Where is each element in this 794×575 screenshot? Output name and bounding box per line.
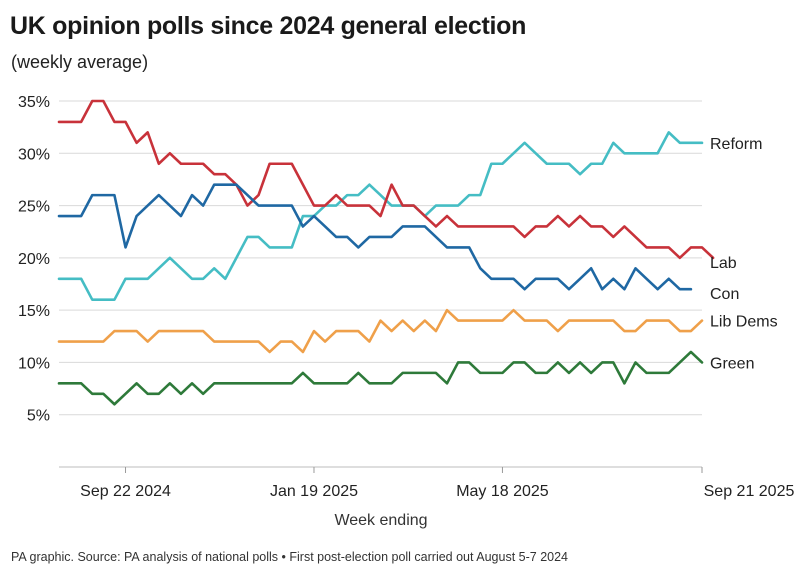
- x-axis-title: Week ending: [334, 512, 427, 529]
- x-axis: Sep 22 2024 Jan 19 2025 May 18 2025 Sep 21 …: [59, 466, 794, 500]
- series-label-reform: Reform: [710, 136, 762, 153]
- series-labels: Reform Lab Con Lib Dems Green: [710, 136, 778, 373]
- series-line-green: [57, 350, 704, 406]
- series-label-green: Green: [710, 355, 754, 372]
- series-line-reform: [57, 131, 704, 301]
- x-tick-label: Sep 21 2025: [704, 483, 794, 500]
- series-label-con: Con: [710, 286, 739, 303]
- series-lines: [57, 99, 715, 406]
- series-line-lib-dems: [57, 308, 704, 354]
- x-tick-label: Jan 19 2025: [270, 483, 358, 500]
- gridlines: [59, 100, 702, 416]
- x-tick-label: Sep 22 2024: [80, 483, 171, 500]
- series-line-lab: [57, 99, 715, 260]
- series-line-con: [57, 183, 693, 291]
- series-label-lab: Lab: [710, 255, 737, 272]
- chart-title: UK opinion polls since 2024 general elec…: [10, 12, 527, 40]
- chart-subtitle: (weekly average): [11, 52, 149, 72]
- y-axis-ticks: 5% 10% 15% 20% 25% 30% 35%: [18, 94, 50, 425]
- y-tick-label: 5%: [27, 408, 50, 425]
- y-tick-label: 15%: [18, 303, 50, 320]
- y-tick-label: 10%: [18, 355, 50, 372]
- y-tick-label: 25%: [18, 199, 50, 216]
- x-tick-label: May 18 2025: [456, 483, 549, 500]
- y-tick-label: 20%: [18, 251, 50, 268]
- source-footer: PA graphic. Source: PA analysis of natio…: [11, 550, 569, 564]
- series-label-lib-dems: Lib Dems: [710, 314, 778, 331]
- y-tick-label: 35%: [18, 94, 50, 111]
- y-tick-label: 30%: [18, 146, 50, 163]
